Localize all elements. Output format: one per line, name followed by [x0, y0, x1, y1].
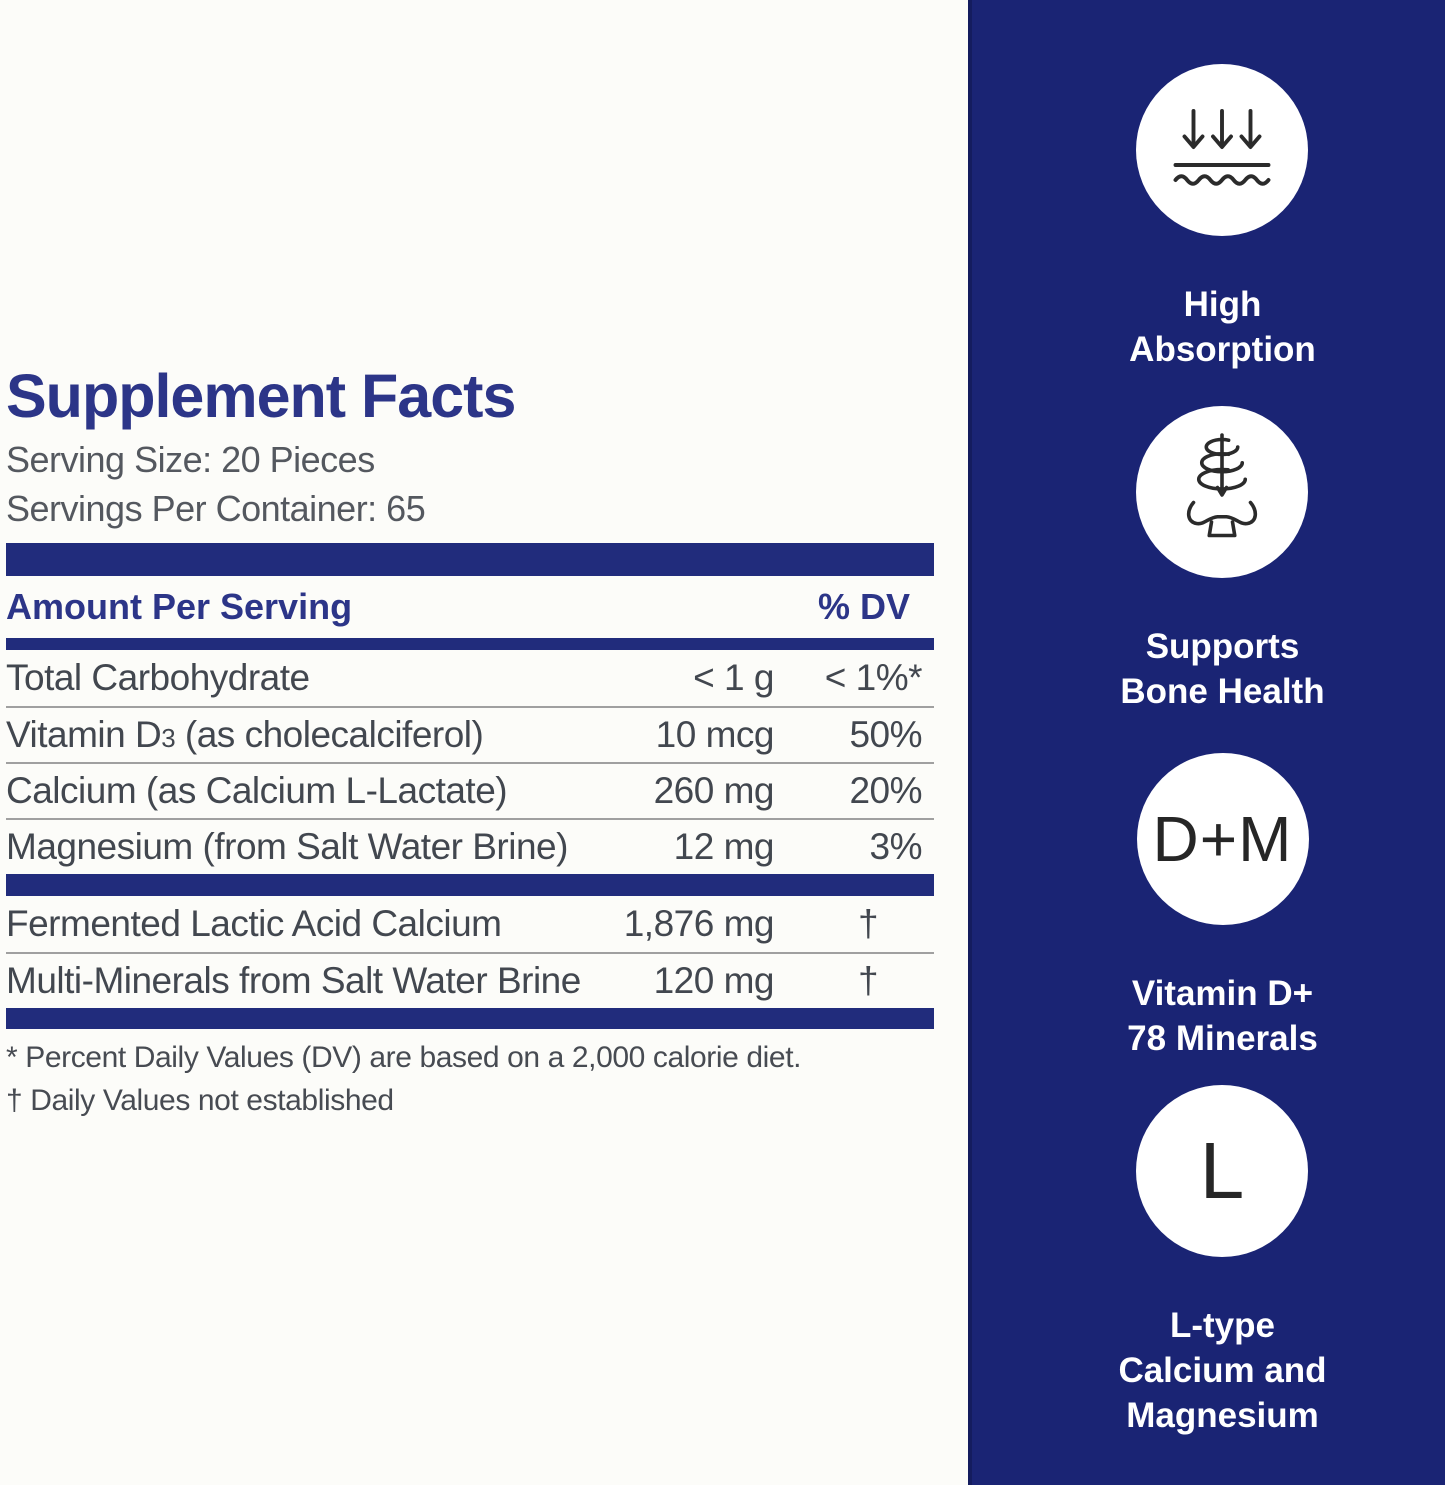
table-row: Calcium (as Calcium L-Lactate) 260 mg 20… — [6, 762, 934, 818]
benefit-item-bone-health: Supports Bone Health — [1120, 406, 1325, 714]
benefit-item-vitamin-d-minerals: D+M Vitamin D+ 78 Minerals — [1127, 753, 1318, 1061]
nutrient-name: Fermented Lactic Acid Calcium — [6, 903, 502, 944]
benefit-item-absorption: High Absorption — [1129, 64, 1316, 372]
footnotes: * Percent Daily Values (DV) are based on… — [6, 1043, 951, 1116]
nutrient-rows-group-2: Fermented Lactic Acid Calcium 1,876 mg †… — [6, 896, 940, 1008]
divider-bar-header — [6, 638, 934, 650]
nutrient-name: Total Carbohydrate — [6, 657, 310, 698]
l-monogram-text: L — [1199, 1126, 1246, 1215]
nutrient-dv-dagger: † — [857, 960, 879, 1001]
serving-size: Serving Size: 20 Pieces — [6, 439, 375, 480]
amount-per-serving-header: Amount Per Serving — [6, 586, 353, 627]
nutrient-rows-group-1: Total Carbohydrate < 1 g < 1%* Vitamin D… — [6, 650, 940, 874]
table-row: Magnesium (from Salt Water Brine) 12 mg … — [6, 818, 934, 874]
supplement-facts-panel: Supplement Facts Serving Size: 20 Pieces… — [6, 0, 940, 1485]
nutrient-name: Vitamin D3 (as cholecalciferol) — [6, 714, 484, 755]
benefit-item-l-type: L L-type Calcium and Magnesium — [1118, 1085, 1327, 1438]
nutrient-amount: 260 mg — [653, 770, 775, 811]
divider-bar-bottom — [6, 1008, 934, 1029]
nutrient-dv: 3% — [869, 826, 923, 867]
benefits-sidebar: High Absorption — [968, 0, 1445, 1485]
footnote-percent-dv: * Percent Daily Values (DV) are based on… — [6, 1041, 802, 1074]
nutrient-dv: < 1%* — [824, 657, 923, 698]
nutrient-amount: 10 mcg — [655, 714, 775, 755]
benefit-label: Vitamin D+ 78 Minerals — [1127, 974, 1318, 1058]
benefit-label: Supports Bone Health — [1120, 627, 1325, 711]
table-row: Fermented Lactic Acid Calcium 1,876 mg † — [6, 896, 934, 952]
divider-bar-top — [6, 543, 934, 576]
benefit-label: High Absorption — [1129, 285, 1316, 369]
dm-monogram-icon: D+M — [1136, 753, 1309, 925]
nutrient-name: Multi-Minerals from Salt Water Brine — [6, 960, 581, 1001]
nutrient-amount: 12 mg — [673, 826, 775, 867]
benefit-label: L-type Calcium and Magnesium — [1118, 1306, 1327, 1435]
percent-dv-header: % DV — [817, 586, 910, 627]
subscript-3: 3 — [161, 725, 176, 753]
servings-per-container: Servings Per Container: 65 — [6, 488, 426, 529]
nutrient-name: Calcium (as Calcium L-Lactate) — [6, 770, 508, 811]
nutrient-dv-dagger: † — [857, 903, 879, 944]
nutrient-amount: 120 mg — [653, 960, 775, 1001]
footnote-daily-values: † Daily Values not established — [6, 1084, 394, 1117]
nutrient-dv: 20% — [849, 770, 922, 811]
facts-title: Supplement Facts — [6, 362, 516, 430]
nutrient-amount: < 1 g — [693, 657, 774, 698]
absorption-arrows-icon — [1136, 64, 1309, 236]
nutrient-dv: 50% — [849, 714, 922, 755]
nutrient-amount: 1,876 mg — [623, 903, 775, 944]
table-row: Total Carbohydrate < 1 g < 1%* — [6, 650, 934, 706]
dm-monogram-text: D+M — [1152, 803, 1293, 875]
spine-icon — [1136, 406, 1309, 578]
table-header-row: Amount Per Serving % DV — [6, 576, 934, 638]
divider-bar-middle — [6, 874, 934, 896]
table-row: Vitamin D3 (as cholecalciferol) 10 mcg 5… — [6, 706, 934, 762]
nutrient-name: Magnesium (from Salt Water Brine) — [6, 826, 568, 867]
l-monogram-icon: L — [1136, 1085, 1309, 1257]
table-row: Multi-Minerals from Salt Water Brine 120… — [6, 952, 934, 1008]
